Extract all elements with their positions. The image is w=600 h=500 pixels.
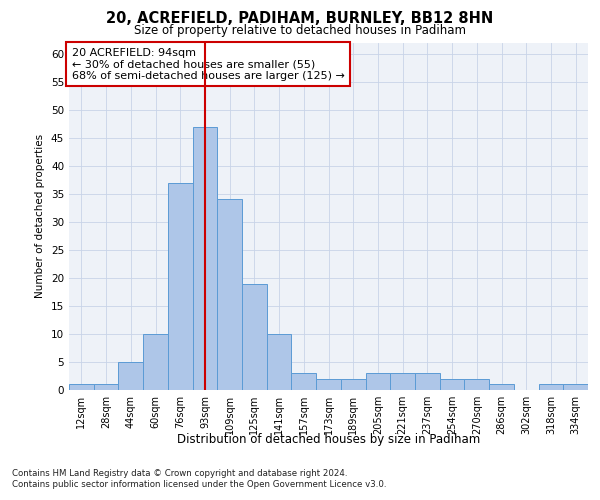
Bar <box>168 182 193 390</box>
Bar <box>390 373 415 390</box>
Y-axis label: Number of detached properties: Number of detached properties <box>35 134 46 298</box>
Text: 20, ACREFIELD, PADIHAM, BURNLEY, BB12 8HN: 20, ACREFIELD, PADIHAM, BURNLEY, BB12 8H… <box>106 11 494 26</box>
Bar <box>539 384 563 390</box>
Text: Size of property relative to detached houses in Padiham: Size of property relative to detached ho… <box>134 24 466 37</box>
Bar <box>267 334 292 390</box>
Bar <box>143 334 168 390</box>
Bar <box>563 384 588 390</box>
Bar <box>69 384 94 390</box>
Bar <box>193 126 217 390</box>
Bar <box>316 379 341 390</box>
Bar <box>415 373 440 390</box>
Text: Contains HM Land Registry data © Crown copyright and database right 2024.: Contains HM Land Registry data © Crown c… <box>12 469 347 478</box>
Text: 20 ACREFIELD: 94sqm
← 30% of detached houses are smaller (55)
68% of semi-detach: 20 ACREFIELD: 94sqm ← 30% of detached ho… <box>71 48 344 81</box>
Bar <box>489 384 514 390</box>
Bar <box>440 379 464 390</box>
Bar <box>292 373 316 390</box>
Bar <box>464 379 489 390</box>
Bar <box>341 379 365 390</box>
Bar <box>242 284 267 390</box>
Bar <box>118 362 143 390</box>
Bar <box>94 384 118 390</box>
Bar <box>365 373 390 390</box>
Text: Contains public sector information licensed under the Open Government Licence v3: Contains public sector information licen… <box>12 480 386 489</box>
Bar <box>217 200 242 390</box>
Text: Distribution of detached houses by size in Padiham: Distribution of detached houses by size … <box>177 432 481 446</box>
